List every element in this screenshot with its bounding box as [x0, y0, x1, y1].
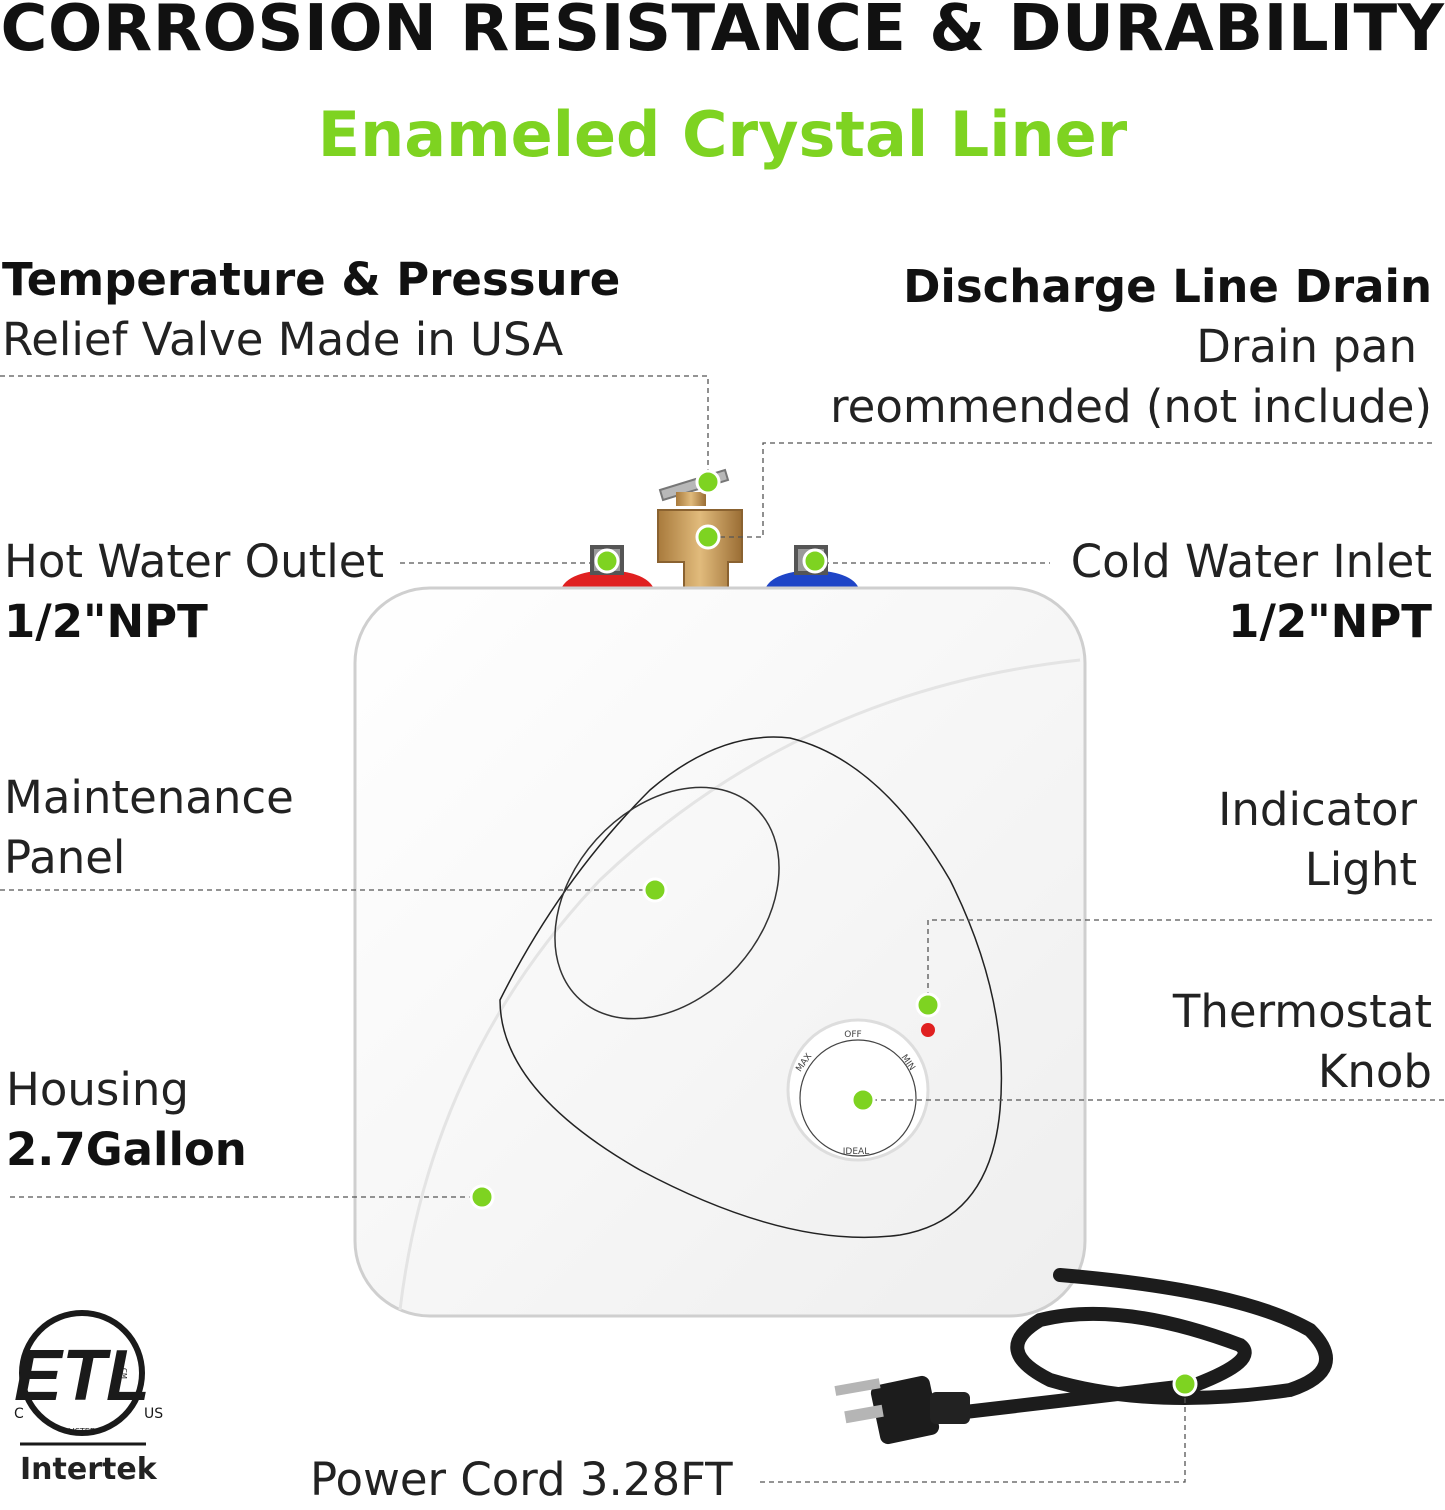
thermostat-line-2: Knob [1317, 1045, 1432, 1098]
cert-listed-label: LISTED [68, 1427, 96, 1436]
control-panel-outline [499, 736, 1003, 1239]
discharge-subtitle-2: reommended (not include) [830, 380, 1432, 433]
indicator-callout: Indicator Light [1218, 780, 1417, 900]
indicator-line-2: Light [1304, 843, 1417, 896]
discharge-subtitle-1: Drain pan [1196, 320, 1417, 373]
maintenance-callout: Maintenance Panel [4, 768, 294, 888]
maintenance-line-2: Panel [4, 831, 126, 884]
etl-certification-logo: ETL C US CM LISTED [14, 1310, 163, 1446]
discharge-title: Discharge Line Drain [903, 260, 1432, 313]
cert-us-label: US [144, 1406, 163, 1422]
power-cord-callout: Power Cord 3.28FT [310, 1453, 733, 1506]
knob-ideal-label: IDEAL [843, 1147, 869, 1157]
callout-dot-hot-outlet [594, 548, 620, 574]
callout-dot-thermostat [850, 1087, 876, 1113]
maintenance-line-1: Maintenance [4, 771, 294, 824]
discharge-callout: Discharge Line Drain Drain pan reommende… [830, 257, 1432, 437]
cold-inlet-callout: Cold Water Inlet 1/2"NPT [1071, 532, 1432, 652]
cert-c-label: C [14, 1406, 24, 1422]
headline: CORROSION RESISTANCE & DURABILITY [0, 0, 1445, 66]
callout-dot-power-cord [1172, 1371, 1198, 1397]
indicator-line-1: Indicator [1218, 783, 1417, 836]
hot-outlet-callout: Hot Water Outlet 1/2"NPT [4, 532, 384, 652]
callout-dot-tp-valve [695, 469, 721, 495]
cold-inlet-title: Cold Water Inlet [1070, 535, 1432, 588]
indicator-light [921, 1023, 935, 1037]
callout-dot-indicator [915, 992, 941, 1018]
subheadline: Enameled Crystal Liner [317, 98, 1128, 171]
housing-line-1: Housing [6, 1063, 189, 1116]
cold-inlet-spec: 1/2"NPT [1228, 595, 1432, 648]
housing-callout: Housing 2.7Gallon [6, 1060, 247, 1180]
callout-dot-housing [469, 1184, 495, 1210]
callout-dot-discharge [695, 524, 721, 550]
hot-outlet-title: Hot Water Outlet [4, 535, 385, 588]
tp-valve-subtitle: Relief Valve Made in USA [2, 313, 564, 366]
intertek-brand: Intertek [20, 1452, 157, 1487]
housing-capacity: 2.7Gallon [6, 1123, 247, 1176]
cert-cm-label: CM [120, 1368, 128, 1379]
thermostat-callout: Thermostat Knob [1173, 982, 1432, 1102]
relief-valve [657, 468, 743, 589]
hot-outlet-spec: 1/2"NPT [4, 595, 208, 648]
callout-dots [469, 469, 1198, 1397]
power-cord [834, 1268, 1333, 1445]
tp-valve-callout: Temperature & Pressure Relief Valve Made… [2, 250, 620, 370]
callout-dot-cold-inlet [802, 548, 828, 574]
thermostat-line-1: Thermostat [1172, 985, 1432, 1038]
tp-valve-title: Temperature & Pressure [2, 253, 621, 306]
maintenance-panel-outline [554, 786, 780, 1020]
callout-dot-maintenance [642, 877, 668, 903]
leader-lines [0, 375, 1445, 1483]
etl-mark-text: ETL [14, 1336, 150, 1416]
knob-off-label: OFF [844, 1030, 861, 1040]
